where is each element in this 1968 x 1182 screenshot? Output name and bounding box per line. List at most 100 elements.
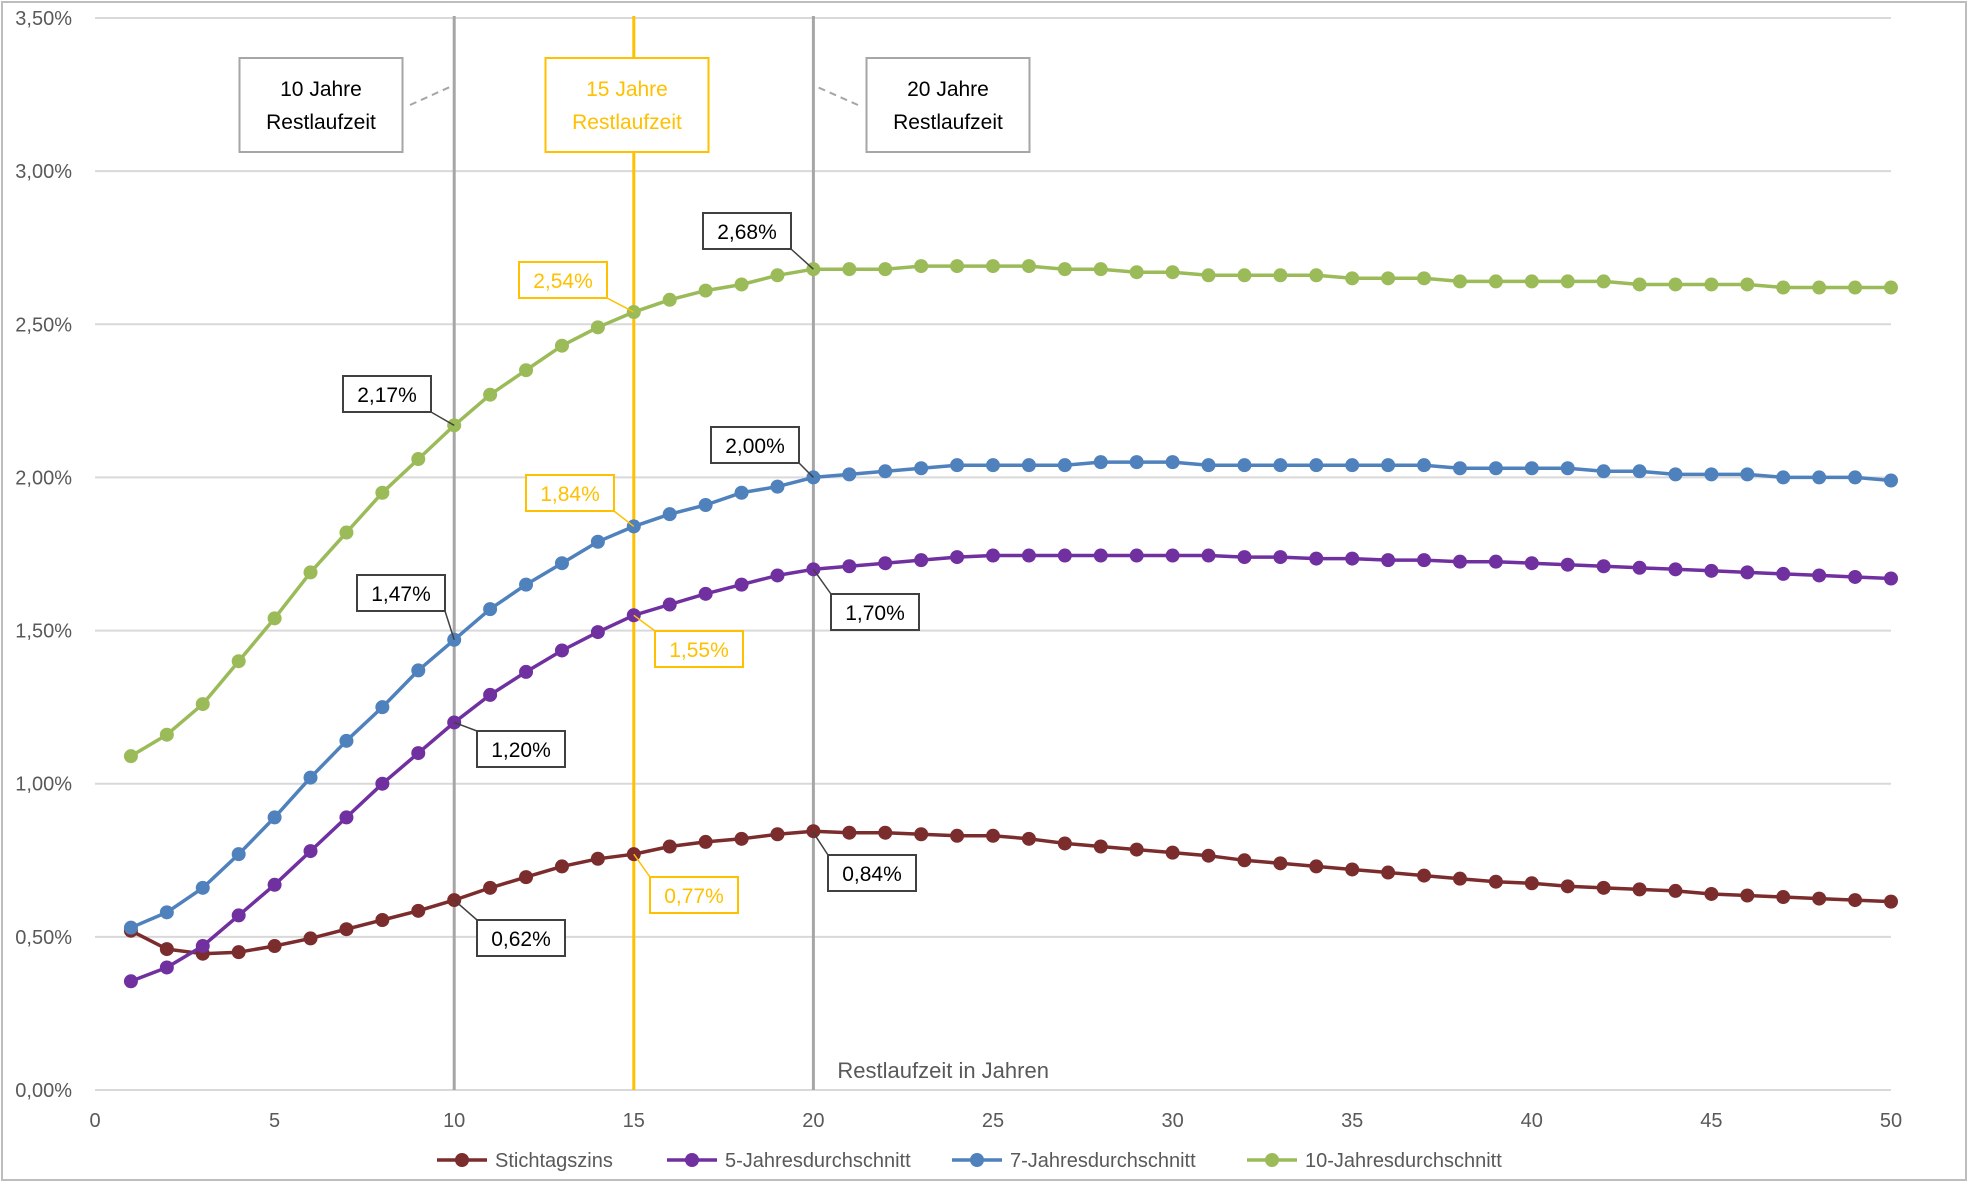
data-point-stichtagszins (662, 839, 677, 854)
value-label: 2,68% (717, 221, 777, 244)
data-point-10-jahresdurchschnitt (878, 262, 893, 277)
data-point-5-jahresdurchschnitt (1345, 551, 1360, 566)
data-point-10-jahresdurchschnitt (1057, 262, 1072, 277)
data-point-7-jahresdurchschnitt (1165, 455, 1180, 470)
data-point-10-jahresdurchschnitt (1201, 268, 1216, 283)
data-point-5-jahresdurchschnitt (1776, 566, 1791, 581)
data-point-7-jahresdurchschnitt (1884, 473, 1898, 488)
data-point-7-jahresdurchschnitt (1524, 461, 1539, 476)
value-label-pointer (633, 614, 656, 632)
data-point-7-jahresdurchschnitt (1129, 455, 1144, 470)
data-point-stichtagszins (159, 942, 174, 957)
data-point-10-jahresdurchschnitt (339, 525, 354, 540)
data-point-10-jahresdurchschnitt (662, 292, 677, 307)
data-point-7-jahresdurchschnitt (1668, 467, 1683, 482)
data-point-7-jahresdurchschnitt (1740, 467, 1755, 482)
data-point-10-jahresdurchschnitt (1237, 268, 1252, 283)
legend-marker-10-jahresdurchschnitt (1265, 1153, 1279, 1167)
data-point-5-jahresdurchschnitt (554, 643, 569, 658)
data-point-5-jahresdurchschnitt (1093, 548, 1108, 563)
data-point-stichtagszins (734, 831, 749, 846)
data-point-7-jahresdurchschnitt (1093, 455, 1108, 470)
data-point-10-jahresdurchschnitt (1884, 280, 1898, 295)
x-tick-label: 40 (1521, 1110, 1543, 1132)
data-point-stichtagszins (1776, 890, 1791, 905)
value-label: 0,84% (842, 863, 902, 886)
data-point-10-jahresdurchschnitt (303, 565, 318, 580)
data-point-5-jahresdurchschnitt (1596, 559, 1611, 574)
value-label-pointer (453, 899, 478, 921)
header-label: Restlaufzeit (572, 111, 682, 134)
data-point-stichtagszins (1740, 888, 1755, 903)
data-point-10-jahresdurchschnitt (1417, 271, 1432, 286)
data-point-7-jahresdurchschnitt (1417, 458, 1432, 473)
data-point-5-jahresdurchschnitt (1417, 553, 1432, 568)
data-point-stichtagszins (339, 922, 354, 937)
data-point-5-jahresdurchschnitt (1668, 562, 1683, 577)
data-point-5-jahresdurchschnitt (1812, 568, 1827, 583)
data-point-stichtagszins (806, 824, 821, 839)
data-point-7-jahresdurchschnitt (1776, 470, 1791, 485)
x-tick-label: 50 (1880, 1110, 1902, 1132)
value-label-box (702, 212, 792, 250)
legend-label-7-jahresdurchschnitt: 7-Jahresdurchschnitt (1010, 1150, 1196, 1172)
data-point-stichtagszins (1057, 836, 1072, 851)
data-point-10-jahresdurchschnitt (914, 259, 929, 274)
x-tick-label: 20 (802, 1110, 824, 1132)
data-point-stichtagszins (1596, 880, 1611, 895)
x-tick-label: 10 (443, 1110, 465, 1132)
data-point-stichtagszins (1237, 853, 1252, 868)
data-point-5-jahresdurchschnitt (195, 939, 210, 954)
data-point-10-jahresdurchschnitt (842, 262, 857, 277)
value-label-pointer (633, 853, 651, 878)
legend: Stichtagszins 5-Jahresdurchschnitt 7-Jahre… (437, 1150, 1502, 1172)
data-point-stichtagszins (590, 851, 605, 866)
data-point-10-jahresdurchschnitt (1632, 277, 1647, 292)
data-point-10-jahresdurchschnitt (1848, 280, 1863, 295)
data-point-10-jahresdurchschnitt (1129, 265, 1144, 280)
data-point-5-jahresdurchschnitt (1848, 569, 1863, 584)
data-point-10-jahresdurchschnitt (123, 749, 138, 764)
value-label: 1,70% (845, 602, 905, 625)
value-label-box (518, 261, 608, 299)
data-point-5-jahresdurchschnitt (375, 776, 390, 791)
data-point-stichtagszins (1632, 882, 1647, 897)
data-point-7-jahresdurchschnitt (123, 920, 138, 935)
value-label: 2,00% (725, 435, 785, 458)
header-label: 20 Jahre (907, 78, 989, 101)
data-point-5-jahresdurchschnitt (590, 625, 605, 640)
data-point-10-jahresdurchschnitt (483, 387, 498, 402)
value-label: 1,47% (371, 583, 431, 606)
data-point-7-jahresdurchschnitt (267, 810, 282, 825)
header-leader-line (814, 85, 859, 106)
header-label: 15 Jahre (586, 78, 668, 101)
data-point-stichtagszins (1345, 862, 1360, 877)
x-tick-label: 45 (1700, 1110, 1722, 1132)
x-tick-label: 15 (623, 1110, 645, 1132)
data-point-7-jahresdurchschnitt (842, 467, 857, 482)
data-point-10-jahresdurchschnitt (770, 268, 785, 283)
data-point-7-jahresdurchschnitt (1345, 458, 1360, 473)
data-point-stichtagszins (950, 828, 965, 843)
data-point-stichtagszins (1848, 893, 1863, 908)
header-label: Restlaufzeit (893, 111, 1003, 134)
data-point-5-jahresdurchschnitt (1309, 551, 1324, 566)
value-label-box (654, 630, 744, 668)
axes-layer: 0,00% 0,50% 1,00% 1,50% 2,00% 2,50% 3,00% 3,50%… (15, 8, 1902, 1132)
data-point-7-jahresdurchschnitt (878, 464, 893, 479)
value-label-box (476, 730, 566, 768)
value-label-box (476, 919, 566, 957)
data-point-10-jahresdurchschnitt (1381, 271, 1396, 286)
x-tick-label: 25 (982, 1110, 1004, 1132)
data-point-7-jahresdurchschnitt (770, 479, 785, 494)
y-tick-label: 2,00% (15, 467, 72, 489)
data-point-5-jahresdurchschnitt (159, 960, 174, 975)
header-leader-line (409, 85, 453, 106)
data-point-7-jahresdurchschnitt (914, 461, 929, 476)
data-point-7-jahresdurchschnitt (1309, 458, 1324, 473)
data-point-stichtagszins (1165, 845, 1180, 860)
data-point-7-jahresdurchschnitt (1201, 458, 1216, 473)
